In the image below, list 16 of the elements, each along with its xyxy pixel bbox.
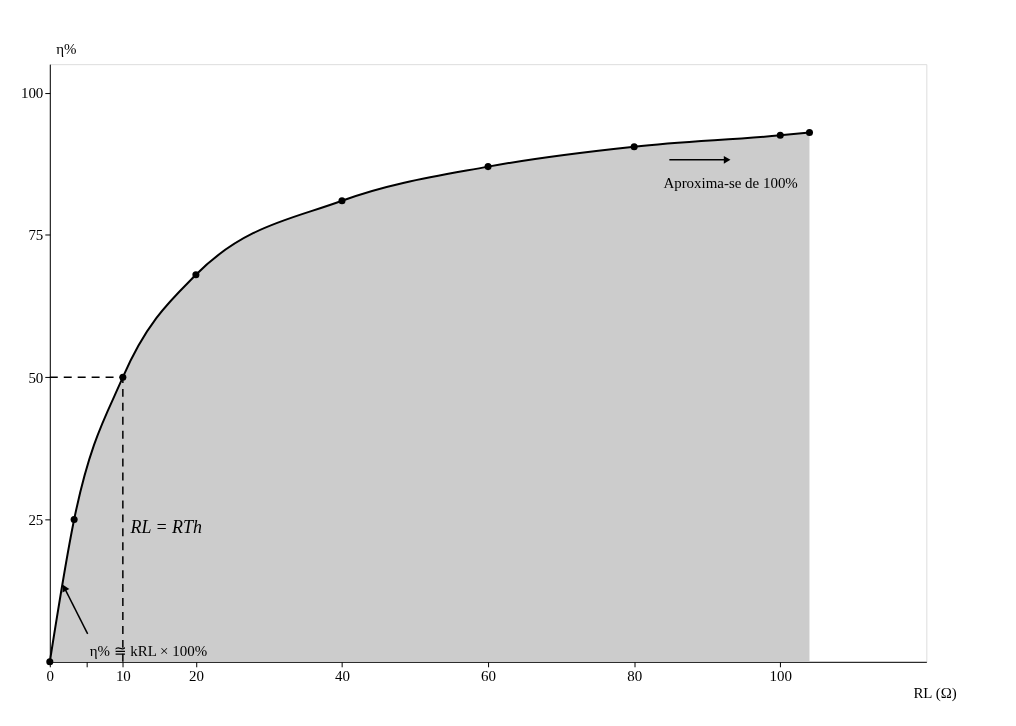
y-tick-label: 100 xyxy=(20,85,44,102)
annotation: η% ≅ kRL × 100% xyxy=(89,642,208,659)
x-tick-label: 20 xyxy=(188,668,204,685)
y-axis-title: η% xyxy=(56,40,77,57)
x-tick-label: 100 xyxy=(769,668,792,685)
x-tick-label: 0 xyxy=(46,668,55,685)
y-tick-label: 25 xyxy=(28,512,44,528)
annotation: Aproxima-se de 100% xyxy=(663,174,798,191)
x-tick-label: 10 xyxy=(115,668,131,685)
y-tick-label: 50 xyxy=(28,369,44,386)
x-tick-label: 80 xyxy=(627,668,643,685)
annotation: RL = RTh xyxy=(129,517,202,538)
x-tick-label: 40 xyxy=(335,668,350,685)
x-tick-label: 60 xyxy=(481,668,497,685)
y-tick-label: 75 xyxy=(28,227,44,244)
x-axis-title: RL (Ω) xyxy=(913,685,957,703)
